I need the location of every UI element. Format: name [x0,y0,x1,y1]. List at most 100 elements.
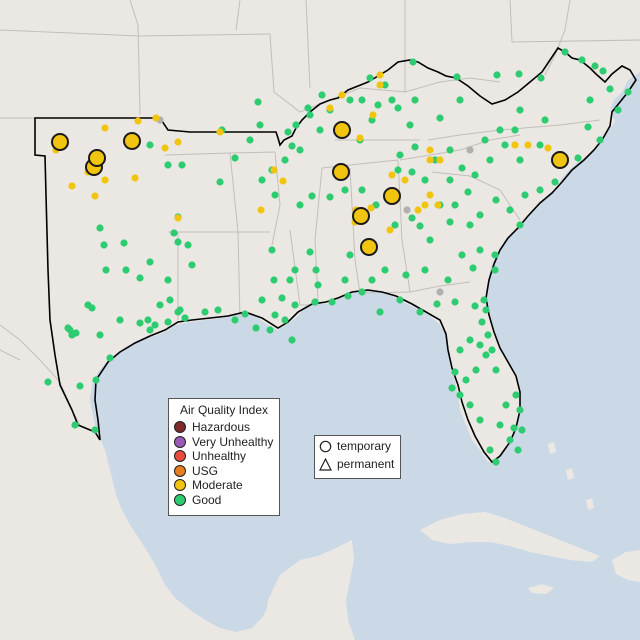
station-good[interactable] [296,146,304,154]
station-good[interactable] [492,458,500,466]
station-temporary-moderate[interactable] [352,207,370,225]
station-good[interactable] [511,126,519,134]
station-moderate[interactable] [134,117,142,125]
station-good[interactable] [502,401,510,409]
station-moderate[interactable] [401,176,409,184]
station-good[interactable] [92,376,100,384]
station-good[interactable] [341,276,349,284]
station-good[interactable] [88,304,96,312]
station-good[interactable] [291,266,299,274]
station-good[interactable] [96,224,104,232]
station-moderate[interactable] [388,171,396,179]
station-good[interactable] [574,154,582,162]
station-good[interactable] [381,81,389,89]
station-good[interactable] [286,276,294,284]
station-good[interactable] [278,294,286,302]
station-good[interactable] [426,236,434,244]
station-good[interactable] [316,126,324,134]
station-temporary-moderate[interactable] [333,121,351,139]
station-good[interactable] [446,176,454,184]
station-good[interactable] [358,288,366,296]
station-good[interactable] [421,176,429,184]
station-good[interactable] [144,316,152,324]
station-good[interactable] [586,96,594,104]
station-good[interactable] [164,318,172,326]
station-good[interactable] [516,106,524,114]
station-moderate[interactable] [270,166,278,174]
station-good[interactable] [288,336,296,344]
station-good[interactable] [391,221,399,229]
station-good[interactable] [258,176,266,184]
station-good[interactable] [311,298,319,306]
station-good[interactable] [396,151,404,159]
station-good[interactable] [471,171,479,179]
station-moderate[interactable] [426,156,434,164]
station-good[interactable] [44,378,52,386]
station-good[interactable] [411,96,419,104]
station-moderate[interactable] [257,206,265,214]
station-good[interactable] [241,310,249,318]
station-good[interactable] [72,329,80,337]
station-good[interactable] [312,266,320,274]
station-good[interactable] [341,186,349,194]
station-good[interactable] [446,146,454,154]
station-good[interactable] [476,341,484,349]
station-good[interactable] [394,166,402,174]
station-good[interactable] [216,178,224,186]
station-good[interactable] [394,104,402,112]
station-good[interactable] [493,71,501,79]
station-good[interactable] [388,96,396,104]
station-good[interactable] [346,251,354,259]
station-good[interactable] [480,296,488,304]
station-good[interactable] [214,306,222,314]
station-moderate[interactable] [68,182,76,190]
station-good[interactable] [296,201,304,209]
station-good[interactable] [178,161,186,169]
station-good[interactable] [252,324,260,332]
station-moderate[interactable] [161,144,169,152]
station-moderate[interactable] [511,141,519,149]
station-good[interactable] [476,416,484,424]
station-good[interactable] [381,266,389,274]
station-moderate[interactable] [544,144,552,152]
station-good[interactable] [491,266,499,274]
station-good[interactable] [358,186,366,194]
station-good[interactable] [151,321,159,329]
station-good[interactable] [506,206,514,214]
station-good[interactable] [537,74,545,82]
station-good[interactable] [246,136,254,144]
station-good[interactable] [515,70,523,78]
station-good[interactable] [448,384,456,392]
station-good[interactable] [464,188,472,196]
station-good[interactable] [292,121,300,129]
station-good[interactable] [591,62,599,70]
station-offline[interactable] [436,288,444,296]
station-good[interactable] [514,446,522,454]
station-good[interactable] [411,143,419,151]
station-temporary-moderate[interactable] [551,151,569,169]
station-good[interactable] [106,354,114,362]
station-temporary-moderate[interactable] [332,163,350,181]
station-good[interactable] [281,156,289,164]
station-good[interactable] [306,111,314,119]
station-good[interactable] [344,292,352,300]
station-good[interactable] [536,141,544,149]
station-good[interactable] [551,178,559,186]
station-good[interactable] [176,306,184,314]
station-good[interactable] [146,141,154,149]
station-good[interactable] [446,218,454,226]
station-good[interactable] [156,301,164,309]
station-good[interactable] [102,266,110,274]
station-good[interactable] [271,311,279,319]
station-moderate[interactable] [174,138,182,146]
station-good[interactable] [146,258,154,266]
station-good[interactable] [421,266,429,274]
station-good[interactable] [164,161,172,169]
station-good[interactable] [201,308,209,316]
station-moderate[interactable] [91,192,99,200]
station-good[interactable] [409,58,417,66]
station-good[interactable] [471,302,479,310]
station-good[interactable] [416,222,424,230]
station-good[interactable] [91,426,99,434]
